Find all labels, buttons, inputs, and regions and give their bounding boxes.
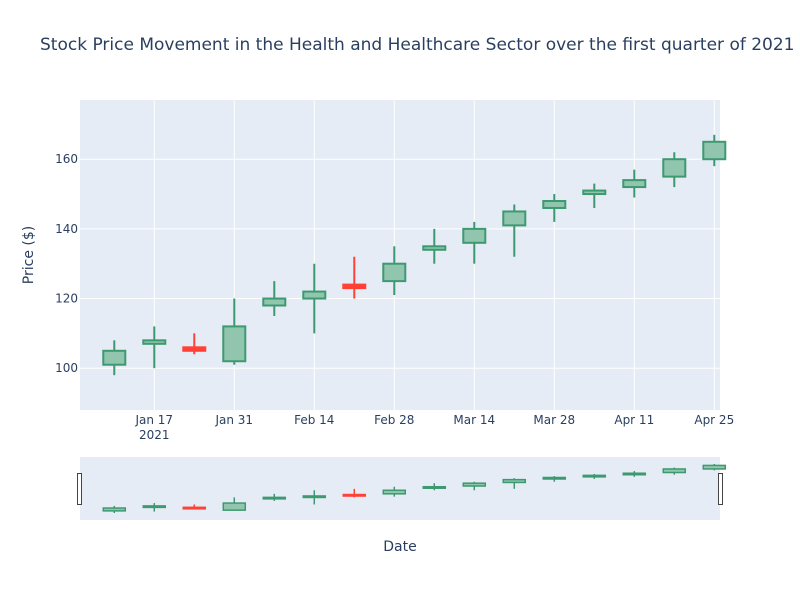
candle[interactable] <box>582 183 607 208</box>
mini-candle-body <box>502 478 527 484</box>
candle-body <box>582 189 607 196</box>
mini-candle <box>302 490 327 505</box>
range-slider-left-handle[interactable] <box>77 473 82 505</box>
y-tick-label: 120 <box>55 292 78 306</box>
range-slider-background[interactable] <box>80 457 720 520</box>
mini-candle <box>142 503 167 512</box>
candle-body <box>462 227 487 244</box>
x-tick-sublabel: 2021 <box>139 428 170 442</box>
mini-candle <box>182 504 207 510</box>
mini-candle-body <box>302 495 327 499</box>
candle-body <box>702 140 727 161</box>
x-axis-title: Date <box>383 539 416 555</box>
mini-candle-body <box>222 502 247 511</box>
candle-body <box>422 245 447 251</box>
candle[interactable] <box>182 333 207 355</box>
mini-candle-body <box>702 464 727 470</box>
mini-candle <box>102 505 127 513</box>
mini-candle <box>222 497 247 511</box>
mini-candle <box>462 481 487 491</box>
y-tick-label: 140 <box>55 222 78 236</box>
x-tick-label: Jan 31 <box>214 413 253 427</box>
mini-candle <box>502 478 527 489</box>
candle[interactable] <box>142 326 167 369</box>
x-tick-label: Mar 14 <box>453 413 495 427</box>
candle[interactable] <box>222 298 247 365</box>
mini-candle-body <box>462 482 487 487</box>
candle-body <box>542 200 567 209</box>
mini-candle <box>382 486 407 497</box>
x-tick-label: Apr 11 <box>614 413 654 427</box>
range-slider-right-handle[interactable] <box>718 473 723 505</box>
mini-candle-body <box>582 474 607 478</box>
candle[interactable] <box>502 204 527 257</box>
candle[interactable] <box>542 194 567 222</box>
mini-candle-body <box>342 493 367 497</box>
candle[interactable] <box>662 152 687 188</box>
mini-candle-body <box>662 468 687 474</box>
mini-candle-body <box>142 505 167 509</box>
candle-body <box>382 262 407 283</box>
mini-candle <box>342 488 367 498</box>
candle-body <box>182 346 207 352</box>
mini-candle <box>262 493 287 501</box>
x-tick-label: Apr 25 <box>694 413 734 427</box>
candle-body <box>662 158 687 178</box>
candle[interactable] <box>462 221 487 264</box>
range-slider-candles <box>102 464 727 513</box>
y-axis-title: Price ($) <box>21 226 37 284</box>
candle[interactable] <box>342 256 367 299</box>
mini-candle-body <box>622 472 647 476</box>
candle-body <box>342 283 367 290</box>
candle[interactable] <box>262 281 287 316</box>
plot-background <box>80 100 720 410</box>
mini-candle-body <box>262 496 287 500</box>
candle-body <box>622 179 647 189</box>
y-tick-label: 160 <box>55 152 78 166</box>
mini-candle <box>662 467 687 475</box>
mini-candle <box>422 483 447 491</box>
candle-body <box>142 339 167 345</box>
candle[interactable] <box>302 263 327 334</box>
candle[interactable] <box>102 340 127 376</box>
candle-body <box>262 297 287 307</box>
candle-body <box>102 349 127 366</box>
mini-candle-body <box>102 507 127 512</box>
mini-candle <box>582 473 607 479</box>
mini-candle <box>542 476 567 482</box>
candle-body <box>302 290 327 300</box>
x-tick-label: Feb 28 <box>374 413 414 427</box>
mini-candle-body <box>542 476 567 480</box>
x-tick-label: Feb 14 <box>294 413 334 427</box>
mini-candle <box>702 464 727 471</box>
mini-candle <box>622 471 647 477</box>
y-tick-labels: 100 120 140 160 <box>55 152 78 375</box>
mini-candle-body <box>382 489 407 495</box>
x-tick-label: Jan 17 <box>134 413 173 427</box>
candle[interactable] <box>422 228 447 264</box>
candle[interactable] <box>702 134 727 167</box>
mini-candle-body <box>422 485 447 489</box>
candle[interactable] <box>382 246 407 296</box>
chart-title: Stock Price Movement in the Health and H… <box>40 35 795 55</box>
x-tick-label: Mar 28 <box>533 413 575 427</box>
candles <box>102 134 727 376</box>
candle-body <box>222 325 247 363</box>
candle[interactable] <box>622 169 647 198</box>
y-tick-label: 100 <box>55 361 78 375</box>
mini-candle-body <box>182 506 207 510</box>
candle-body <box>502 210 527 227</box>
